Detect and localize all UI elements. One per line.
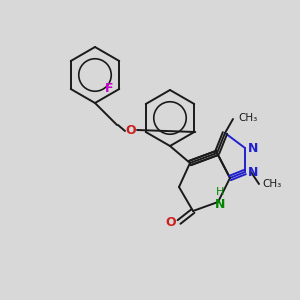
Text: H: H — [216, 187, 224, 197]
Text: CH₃: CH₃ — [238, 113, 257, 123]
Text: F: F — [105, 82, 113, 95]
Text: N: N — [248, 166, 258, 178]
Text: CH₃: CH₃ — [262, 179, 281, 189]
Text: O: O — [126, 124, 136, 136]
Text: N: N — [248, 142, 258, 154]
Text: N: N — [215, 197, 225, 211]
Text: O: O — [166, 215, 176, 229]
